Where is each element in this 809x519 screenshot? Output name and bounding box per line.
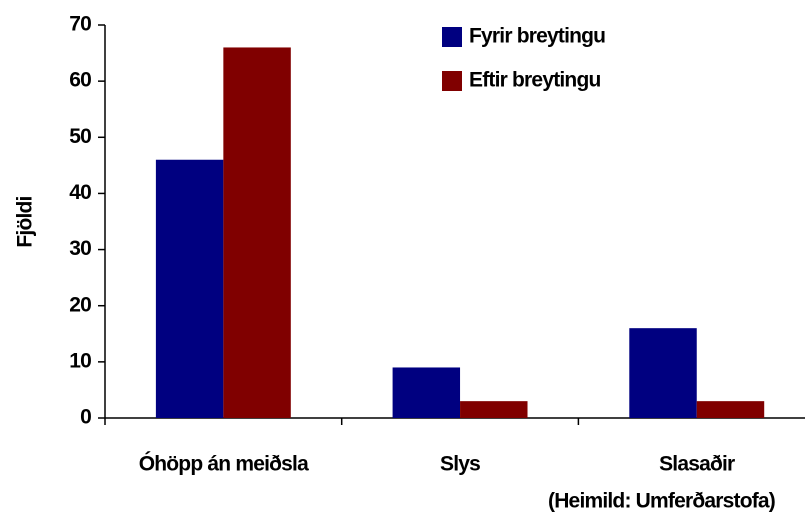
legend-swatch: [442, 27, 462, 47]
legend-swatch: [442, 71, 462, 91]
bar: [460, 401, 528, 418]
y-tick-label: 10: [69, 349, 91, 372]
bar: [629, 328, 697, 418]
y-tick-label: 60: [69, 69, 91, 92]
x-tick-label: Óhöpp án meiðsla: [139, 452, 309, 476]
y-tick-label: 30: [69, 237, 91, 260]
y-axis-label: Fjöldi: [14, 196, 37, 247]
x-tick-label: Slasaðir: [659, 453, 735, 476]
y-tick-label: 0: [80, 406, 91, 429]
y-tick-label: 40: [69, 181, 91, 204]
y-tick-label: 50: [69, 125, 91, 148]
bar: [696, 401, 765, 418]
bar: [392, 367, 461, 418]
source-annotation: (Heimild: Umferðarstofa): [548, 490, 775, 513]
legend-label: Fyrir breytingu: [469, 25, 605, 48]
bar: [155, 159, 224, 418]
x-tick-label: Slys: [440, 453, 480, 476]
legend-label: Eftir breytingu: [469, 69, 601, 92]
bar: [223, 47, 291, 418]
y-tick-label: 70: [69, 13, 91, 36]
y-tick-label: 20: [69, 293, 91, 316]
